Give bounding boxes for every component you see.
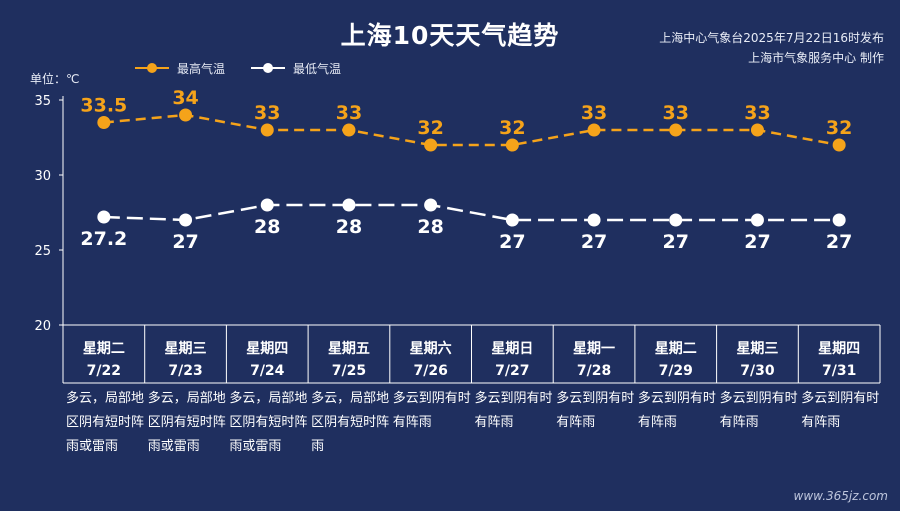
- legend: 最高气温 最低气温: [135, 58, 367, 78]
- data-label-high: 33: [744, 102, 770, 124]
- data-label-low: 27: [744, 231, 770, 253]
- weather-desc: 多云到阴有时有阵雨: [638, 390, 716, 430]
- data-label-low: 27: [581, 231, 607, 253]
- weather-desc: 多云，局部地区阴有短时阵雨或雷雨: [66, 390, 144, 454]
- y-tick-label: 20: [34, 319, 51, 334]
- weekday-label: 星期二: [655, 341, 697, 357]
- point-low: [832, 213, 846, 227]
- watermark: www.365jz.com: [793, 489, 888, 503]
- chart-title: 上海10天天气趋势: [340, 21, 560, 50]
- weekday-label: 星期日: [491, 341, 533, 357]
- weekday-label: 星期五: [328, 341, 370, 357]
- data-label-low: 27: [172, 231, 198, 253]
- legend-item-high: 最高气温: [135, 60, 225, 77]
- weather-desc: 多云到阴有时有阵雨: [720, 390, 798, 430]
- data-label-low: 28: [254, 216, 280, 238]
- point-high: [750, 123, 764, 137]
- point-low: [505, 213, 519, 227]
- date-label: 7/23: [168, 363, 202, 379]
- weekday-label: 星期三: [165, 341, 207, 357]
- weekday-label: 星期一: [573, 341, 615, 357]
- date-label: 7/28: [577, 363, 611, 379]
- point-low: [179, 213, 193, 227]
- legend-high-label: 最高气温: [177, 61, 226, 76]
- data-label-low: 28: [336, 216, 362, 238]
- data-label-high: 32: [499, 117, 525, 139]
- publisher-line-2: 上海市气象服务中心 制作: [748, 51, 884, 65]
- point-low: [97, 210, 111, 224]
- date-label: 7/31: [822, 363, 856, 379]
- publisher-info: 上海中心气象台2025年7月22日16时发布 上海市气象服务中心 制作: [659, 28, 884, 68]
- point-low: [750, 213, 764, 227]
- data-label-low: 27: [499, 231, 525, 253]
- point-low: [587, 213, 601, 227]
- weather-desc: 多云，局部地区阴有短时阵雨: [311, 390, 389, 454]
- point-low: [424, 198, 438, 212]
- series-line-high: [103, 113, 840, 147]
- point-low: [260, 198, 274, 212]
- data-label-high: 33: [663, 102, 689, 124]
- weather-desc: 多云到阴有时有阵雨: [393, 390, 471, 430]
- date-label: 7/25: [332, 363, 366, 379]
- unit-label: 单位：℃: [30, 72, 80, 86]
- date-label: 7/26: [413, 363, 447, 379]
- point-high: [832, 138, 846, 152]
- point-low: [669, 213, 683, 227]
- weekday-label: 星期四: [818, 341, 860, 357]
- date-label: 7/30: [740, 363, 775, 379]
- y-tick-label: 35: [34, 94, 51, 109]
- data-label-low: 28: [417, 216, 443, 238]
- y-tick-label: 30: [34, 169, 51, 184]
- weather-desc: 多云到阴有时有阵雨: [801, 390, 879, 430]
- weather-desc: 多云，局部地区阴有短时阵雨或雷雨: [148, 390, 226, 454]
- point-high: [505, 138, 519, 152]
- weather-desc: 多云到阴有时有阵雨: [556, 390, 634, 430]
- data-label-high: 32: [826, 117, 852, 139]
- data-label-high: 33: [254, 102, 280, 124]
- legend-item-low: 最低气温: [251, 60, 341, 77]
- point-high: [587, 123, 601, 137]
- date-label: 7/27: [495, 363, 529, 379]
- point-high: [669, 123, 683, 137]
- weather-desc: 多云，局部地区阴有短时阵雨或雷雨: [229, 390, 307, 454]
- data-label-high: 32: [417, 117, 443, 139]
- point-high: [342, 123, 356, 137]
- weekday-label: 星期四: [246, 341, 288, 357]
- point-low: [342, 198, 356, 212]
- data-label-low: 27: [663, 231, 689, 253]
- data-label-high: 33.5: [80, 95, 127, 117]
- date-label: 7/29: [659, 363, 693, 379]
- series-line-low: [103, 203, 840, 222]
- weekday-label: 星期三: [736, 341, 778, 357]
- data-label-low: 27: [826, 231, 852, 253]
- weekday-label: 星期二: [83, 341, 125, 357]
- weekday-label: 星期六: [410, 340, 452, 357]
- point-high: [260, 123, 274, 137]
- weather-desc: 多云到阴有时有阵雨: [475, 390, 553, 430]
- publisher-line-1: 上海中心气象台2025年7月22日16时发布: [659, 31, 884, 45]
- date-label: 7/24: [250, 363, 285, 379]
- legend-high-marker-icon: [135, 63, 169, 73]
- data-label-high: 33: [581, 102, 607, 124]
- point-high: [424, 138, 438, 152]
- legend-low-marker-icon: [251, 63, 286, 73]
- point-high: [179, 108, 193, 122]
- data-label-high: 33: [336, 102, 362, 124]
- point-high: [97, 116, 111, 129]
- legend-low-label: 最低气温: [293, 61, 342, 76]
- data-label-high: 34: [172, 87, 198, 109]
- y-tick-label: 25: [34, 244, 51, 259]
- data-label-low: 27.2: [80, 228, 127, 250]
- date-label: 7/22: [87, 363, 121, 379]
